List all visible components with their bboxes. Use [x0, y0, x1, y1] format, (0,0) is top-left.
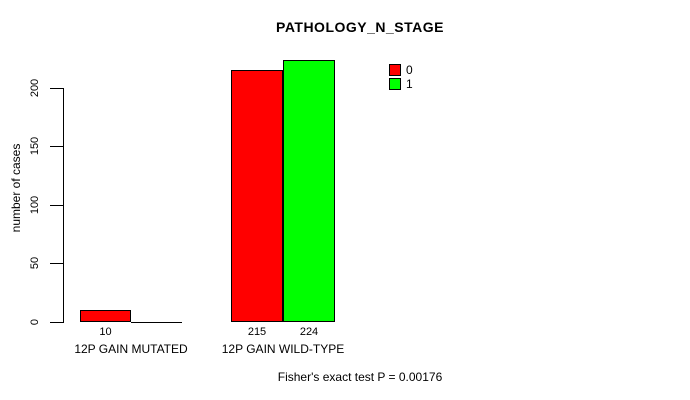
legend-label: 0 [406, 63, 413, 77]
y-axis-tick-label: 150 [29, 136, 41, 156]
y-axis-tick [50, 322, 63, 323]
fisher-test-annotation: Fisher's exact test P = 0.00176 [277, 370, 443, 384]
bar-value-label: 224 [299, 326, 319, 338]
chart-title: PATHOLOGY_N_STAGE [276, 19, 444, 35]
bar-group1-series-0 [80, 310, 131, 322]
bar-group2-series-1 [283, 60, 335, 322]
y-axis-line [63, 88, 64, 323]
legend-swatch-icon [389, 78, 401, 90]
legend-entry: 0 [389, 63, 413, 77]
bar-group2-series-0 [231, 70, 283, 322]
bar-group1-series-1 [131, 322, 182, 323]
category-label: 12P GAIN MUTATED [74, 342, 188, 356]
legend-label: 1 [406, 77, 413, 91]
y-axis-tick-label: 100 [29, 195, 41, 215]
y-axis-tick [50, 146, 63, 147]
bar-value-label: 215 [247, 326, 267, 338]
category-label: 12P GAIN WILD-TYPE [221, 342, 345, 356]
y-axis-tick [50, 88, 63, 89]
y-axis-tick [50, 205, 63, 206]
y-axis-tick [50, 263, 63, 264]
y-axis-tick-label: 200 [29, 78, 41, 98]
legend-entry: 1 [389, 77, 413, 91]
bar-value-label: 10 [99, 326, 112, 338]
legend-swatch-icon [389, 64, 401, 76]
y-axis-tick-label: 0 [29, 318, 41, 326]
y-axis-tick-label: 50 [29, 256, 41, 270]
